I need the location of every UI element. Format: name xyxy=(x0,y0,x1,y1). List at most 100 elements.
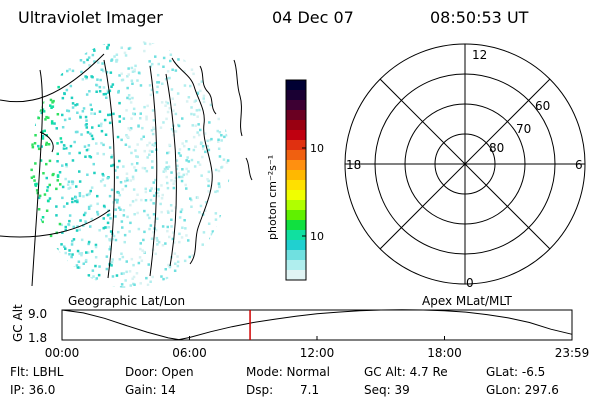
emission-pixel xyxy=(183,219,186,222)
emission-pixel xyxy=(190,112,193,116)
emission-pixel xyxy=(131,96,134,100)
emission-pixel xyxy=(162,65,165,68)
mode-info: Mode: Normal xyxy=(246,365,330,379)
emission-pixel xyxy=(30,126,33,129)
emission-pixel xyxy=(171,237,175,241)
emission-pixel xyxy=(112,163,115,167)
emission-pixel xyxy=(129,127,133,130)
emission-pixel xyxy=(185,172,189,176)
colorbar-cell xyxy=(286,180,306,191)
emission-pixel xyxy=(49,104,52,107)
emission-pixel xyxy=(34,255,38,258)
emission-pixel xyxy=(219,215,222,218)
emission-pixel xyxy=(104,92,107,96)
emission-pixel xyxy=(222,62,226,65)
emission-pixel xyxy=(96,210,99,214)
emission-pixel xyxy=(214,212,218,215)
emission-pixel xyxy=(94,279,97,283)
emission-pixel xyxy=(68,214,72,217)
emission-pixel xyxy=(171,97,174,100)
emission-pixel xyxy=(175,159,179,162)
emission-pixel xyxy=(185,274,188,278)
emission-pixel xyxy=(57,85,60,89)
colorbar-cell xyxy=(286,270,306,281)
emission-pixel xyxy=(103,226,107,229)
emission-pixel xyxy=(49,68,52,72)
emission-pixel xyxy=(135,272,139,275)
emission-pixel xyxy=(187,59,191,62)
emission-pixel xyxy=(86,173,89,176)
emission-pixel xyxy=(62,267,65,271)
emission-pixel xyxy=(141,166,145,170)
emission-pixel xyxy=(112,112,115,116)
emission-pixel xyxy=(70,180,74,183)
emission-pixel xyxy=(170,225,173,228)
emission-pixel xyxy=(190,158,194,162)
polar-grid xyxy=(344,43,586,285)
emission-pixel xyxy=(177,274,181,277)
x-tick-label: 12:00 xyxy=(300,346,335,360)
emission-pixel xyxy=(70,42,74,45)
emission-pixel xyxy=(162,170,165,173)
emission-pixel xyxy=(155,91,159,94)
emission-pixel xyxy=(70,274,73,278)
emission-pixel xyxy=(133,112,136,116)
emission-pixel xyxy=(214,190,217,194)
emission-pixel xyxy=(227,192,230,195)
emission-pixel xyxy=(181,226,184,229)
colorbar-cell xyxy=(286,100,306,111)
emission-pixel xyxy=(71,282,74,285)
emission-pixel xyxy=(48,69,52,72)
emission-pixel xyxy=(191,284,194,287)
emission-pixel xyxy=(223,210,227,213)
emission-pixel xyxy=(201,250,205,254)
emission-pixel xyxy=(71,239,74,243)
emission-pixel xyxy=(101,178,105,181)
emission-pixel xyxy=(214,168,218,172)
emission-pixel xyxy=(213,89,217,93)
emission-pixel xyxy=(168,107,171,110)
emission-pixel xyxy=(209,58,212,62)
emission-pixel xyxy=(115,53,119,56)
emission-pixel xyxy=(67,50,71,54)
emission-pixel xyxy=(160,275,163,278)
emission-pixel xyxy=(185,167,188,171)
emission-pixel xyxy=(80,133,83,136)
emission-pixel xyxy=(187,239,190,242)
emission-pixel xyxy=(102,174,105,177)
emission-pixel xyxy=(148,216,151,220)
emission-pixel xyxy=(128,128,132,132)
emission-pixel xyxy=(84,220,87,223)
emission-pixel xyxy=(206,144,209,148)
emission-pixel xyxy=(134,149,137,152)
emission-pixel xyxy=(190,106,193,109)
emission-pixel xyxy=(82,61,86,64)
emission-pixel xyxy=(177,58,180,61)
emission-pixel xyxy=(70,243,74,246)
emission-pixel xyxy=(199,128,202,132)
emission-pixel xyxy=(47,285,51,288)
emission-pixel xyxy=(61,196,64,200)
emission-pixel xyxy=(139,282,142,285)
emission-pixel xyxy=(146,213,150,217)
emission-pixel xyxy=(125,134,128,137)
emission-pixel xyxy=(139,247,142,251)
emission-pixel xyxy=(122,214,126,217)
emission-pixel xyxy=(154,187,157,190)
mlat-label-60: 60 xyxy=(535,99,550,113)
emission-pixel xyxy=(210,284,213,288)
emission-pixel xyxy=(30,44,33,48)
emission-pixel xyxy=(194,47,198,51)
emission-pixel xyxy=(46,186,50,189)
emission-pixel xyxy=(207,179,210,183)
emission-pixel xyxy=(35,102,38,105)
emission-pixel xyxy=(68,186,72,190)
emission-pixel xyxy=(183,144,186,148)
emission-pixel xyxy=(213,51,216,54)
emission-pixel xyxy=(92,275,95,278)
emission-pixel xyxy=(196,196,199,199)
emission-pixel xyxy=(191,58,194,62)
emission-pixel xyxy=(129,284,132,287)
emission-pixel xyxy=(184,227,187,230)
emission-pixel xyxy=(207,170,211,174)
